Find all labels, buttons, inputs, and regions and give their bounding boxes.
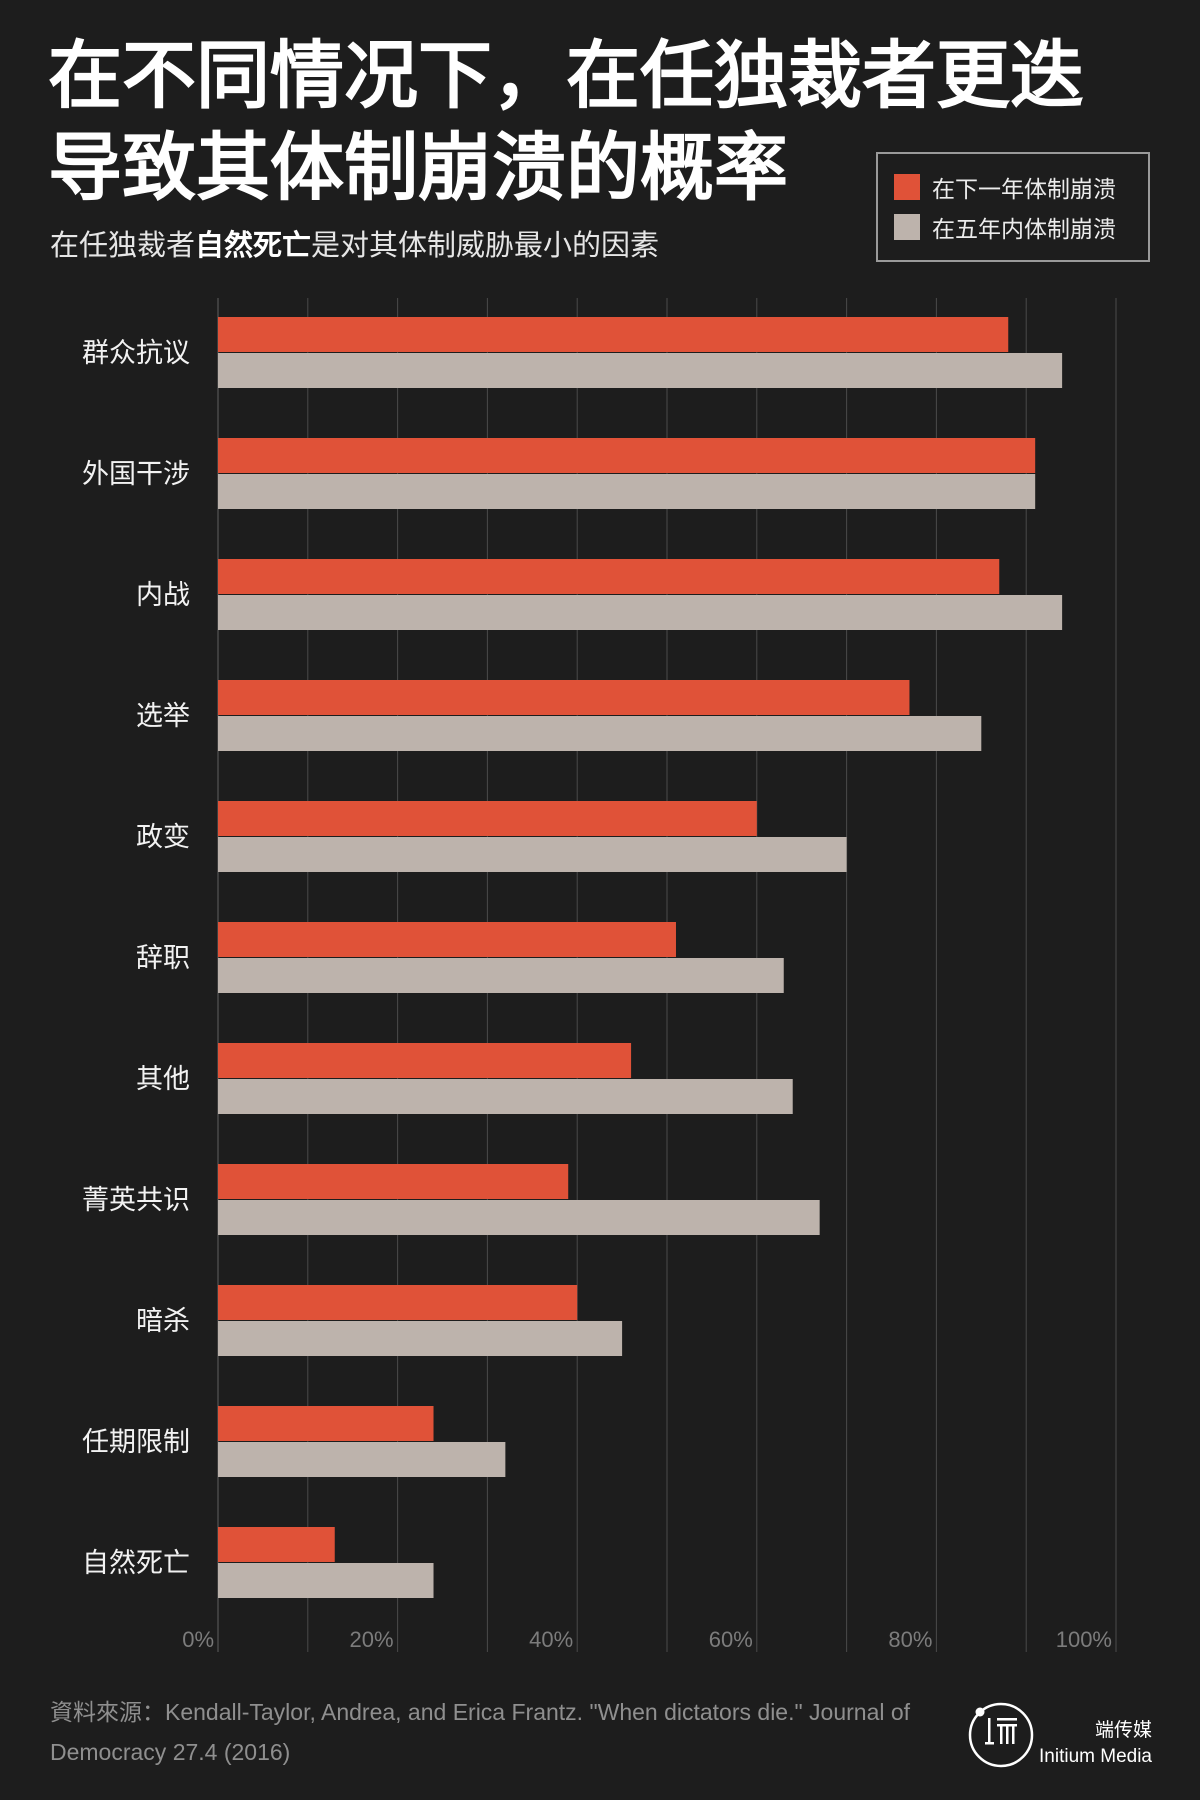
legend-item-next-year: 在下一年体制崩溃	[894, 172, 1116, 203]
subtitle-emphasis: 自然死亡	[195, 228, 312, 262]
category-label-外国干涉: 外国干涉	[82, 459, 190, 490]
bar-辞职-series-2	[218, 958, 784, 993]
category-label-其他: 其他	[136, 1064, 190, 1095]
bar-外国干涉-series-2	[218, 474, 1036, 509]
category-label-内战: 内战	[136, 580, 190, 611]
bar-选举-series-2	[218, 716, 982, 751]
bar-其他-series-2	[218, 1079, 793, 1114]
legend-label-five-years: 在五年内体制崩溃	[932, 217, 1116, 243]
legend-item-five-years: 在五年内体制崩溃	[894, 212, 1116, 243]
category-label-自然死亡: 自然死亡	[82, 1548, 190, 1579]
category-label-选举: 选举	[136, 701, 190, 732]
brand-name: 端传媒 Initium Media	[1030, 1718, 1152, 1770]
bar-政变-series-2	[218, 837, 847, 872]
bar-自然死亡-series-1	[218, 1527, 335, 1562]
chart-title-line-2: 导致其体制崩溃的概率	[48, 125, 788, 211]
bar-选举-series-1	[218, 680, 910, 715]
bar-外国干涉-series-1	[218, 438, 1036, 473]
legend-label-next-year: 在下一年体制崩溃	[932, 177, 1116, 203]
category-label-辞职: 辞职	[136, 943, 190, 974]
subtitle-suffix: 是对其体制威胁最小的因素	[311, 228, 660, 262]
bar-辞职-series-1	[218, 922, 676, 957]
x-tick-label-40%: 40%	[529, 1627, 573, 1652]
source-note: 資料來源：Kendall-Taylor, Andrea, and Erica F…	[50, 1699, 911, 1765]
chart-legend: 在下一年体制崩溃 在五年内体制崩溃	[876, 152, 1150, 262]
x-tick-label-80%: 80%	[888, 1627, 932, 1652]
subtitle-prefix: 在任独裁者	[50, 228, 196, 262]
category-label-政变: 政变	[136, 822, 190, 853]
category-label-群众抗议: 群众抗议	[82, 338, 190, 369]
bar-任期限制-series-1	[218, 1406, 434, 1441]
category-label-菁英共识: 菁英共识	[82, 1185, 190, 1216]
brand-name-cn: 端传媒	[1094, 1720, 1152, 1741]
bar-菁英共识-series-2	[218, 1200, 820, 1235]
bar-其他-series-1	[218, 1043, 632, 1078]
chart-title-line-1: 在不同情况下，在任独裁者更迭	[48, 33, 1084, 119]
x-tick-label-100%: 100%	[1056, 1627, 1112, 1652]
initium-logo-icon	[968, 1702, 1034, 1768]
x-tick-label-60%: 60%	[709, 1627, 753, 1652]
bar-暗杀-series-1	[218, 1285, 578, 1320]
legend-swatch-five-years	[894, 214, 920, 240]
bar-群众抗议-series-2	[218, 353, 1063, 388]
bar-政变-series-1	[218, 801, 757, 836]
category-label-任期限制: 任期限制	[82, 1427, 190, 1458]
bar-菁英共识-series-1	[218, 1164, 569, 1199]
bar-内战-series-1	[218, 559, 1000, 594]
bar-内战-series-2	[218, 595, 1063, 630]
bar-chart: 0% 20% 40% 60% 80% 100% 群众抗议外国干涉内战选举政变辞职其他菁英共识…	[82, 298, 1117, 1652]
bar-自然死亡-series-2	[218, 1563, 434, 1598]
x-tick-label-20%: 20%	[350, 1627, 394, 1652]
chart-title: 在不同情况下，在任独裁者更迭 导致其体制崩溃的概率	[48, 30, 1084, 214]
x-tick-label-0%: 0%	[182, 1627, 214, 1652]
brand-name-en: Initium Media	[1039, 1746, 1152, 1767]
bar-群众抗议-series-1	[218, 317, 1009, 352]
chart-subtitle: 在任独裁者自然死亡是对其体制威胁最小的因素	[50, 222, 659, 264]
bar-暗杀-series-2	[218, 1321, 623, 1356]
category-label-暗杀: 暗杀	[136, 1306, 190, 1337]
bar-任期限制-series-2	[218, 1442, 506, 1477]
legend-swatch-next-year	[894, 174, 920, 200]
